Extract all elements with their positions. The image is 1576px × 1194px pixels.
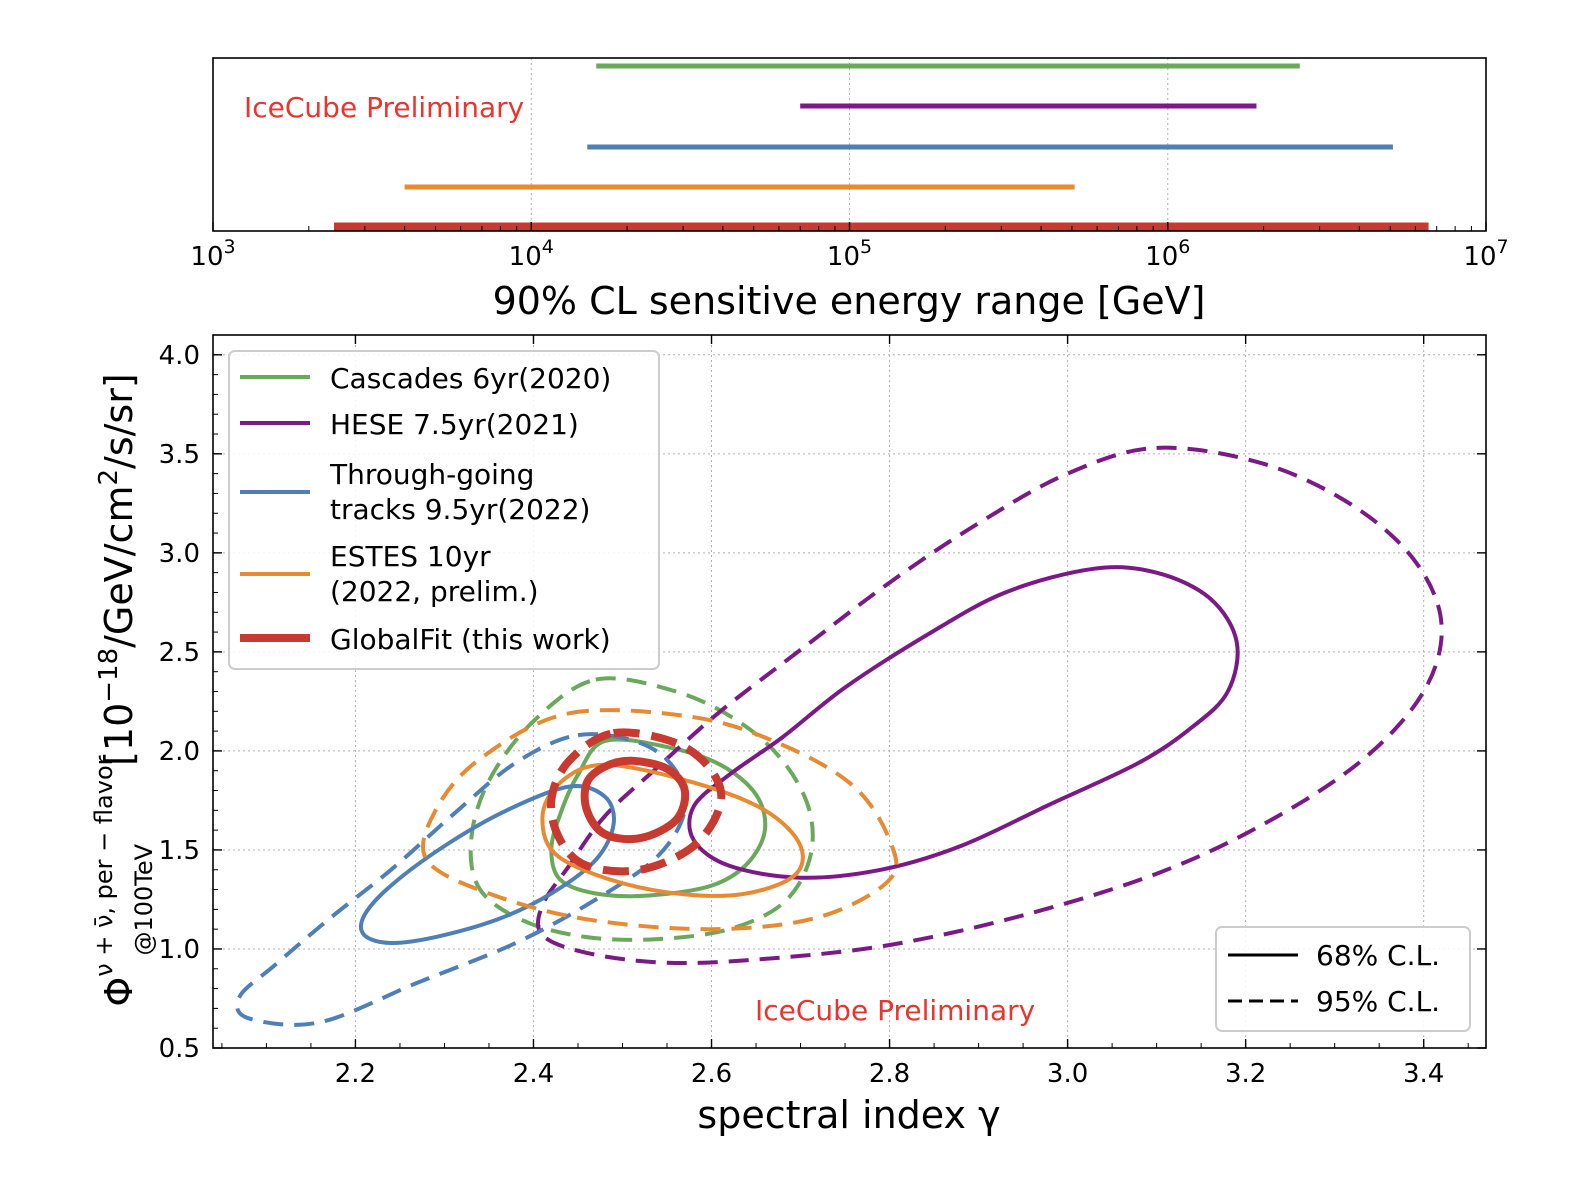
x-tick-label: 3.4	[1403, 1059, 1444, 1089]
cl-label-dashed: 95% C.L.	[1316, 985, 1440, 1018]
top-tick-label: 105	[827, 236, 872, 272]
y-tick-label: 3.0	[159, 539, 200, 569]
y-tick-label: 2.0	[159, 737, 200, 767]
cl-legend-box	[1215, 926, 1471, 1032]
cl-legend: 68% C.L. 95% C.L.	[1215, 926, 1471, 1032]
top-x-axis-label: 90% CL sensitive energy range [GeV]	[493, 279, 1206, 323]
x-tick-label: 2.2	[335, 1059, 376, 1089]
y-label-subscript: @100TeV	[130, 843, 158, 955]
y-axis-label: Φν + ν̄, per − flavor @100TeV [10−18/GeV/c…	[90, 373, 158, 1006]
top-tick-label: 103	[190, 236, 235, 272]
contour-globalfit-this-work-95	[547, 728, 726, 876]
contour-through-going-tracks-9-5yr-2022-95	[235, 732, 688, 1027]
legend-label-through-going-tracks-9-5yr-2022: Through-going tracks 9.5yr(2022)	[329, 458, 590, 526]
contour-hese-7-5yr-2021-68	[687, 565, 1240, 880]
y-label-exp2: 2	[94, 469, 124, 486]
top-preliminary-label: IceCube Preliminary	[244, 91, 524, 124]
x-tick-label: 2.8	[869, 1059, 910, 1089]
energy-range-panel: 103 104 105 106 107 IceCube Preliminary 90% …	[190, 57, 1509, 323]
y-tick-label: 2.5	[159, 638, 200, 668]
dataset-legend: Cascades 6yr(2020) HESE 7.5yr(2021) Throug…	[228, 350, 660, 670]
y-label-units-open: [10	[97, 703, 141, 766]
legend-label-globalfit-this-work: GlobalFit (this work)	[330, 623, 611, 656]
legend-label-estes-10yr-2022-prelim: ESTES 10yr (2022, prelim.)	[330, 540, 539, 608]
x-axis-label: spectral index γ	[697, 1093, 1000, 1137]
legend-box	[228, 350, 660, 670]
top-tick-label: 106	[1145, 236, 1190, 272]
y-label-units-end: /s/sr]	[97, 373, 141, 469]
y-tick-label: 0.5	[159, 1034, 200, 1064]
y-label-exp18: −18	[94, 648, 124, 703]
y-label-units-mid: /GeV/cm	[97, 486, 141, 648]
contour-hese-7-5yr-2021-95	[535, 445, 1444, 966]
contour-cascades-6yr-2020-68	[549, 737, 768, 899]
contour-through-going-tracks-9-5yr-2022-68	[359, 784, 616, 946]
y-tick-label: 3.5	[159, 440, 200, 470]
cl-legend-entries: 68% C.L. 95% C.L.	[1228, 939, 1440, 1018]
top-tick-label: 107	[1463, 236, 1508, 272]
x-tick-label: 3.2	[1225, 1059, 1266, 1089]
legend-label-hese-7-5yr-2021: HESE 7.5yr(2021)	[330, 408, 579, 441]
x-tick-label: 2.4	[513, 1059, 554, 1089]
legend-entries: Cascades 6yr(2020) HESE 7.5yr(2021) Throug…	[240, 362, 611, 656]
y-tick-label: 1.5	[159, 836, 200, 866]
x-tick-label: 3.0	[1047, 1059, 1088, 1089]
legend-label-cascades-6yr-2020: Cascades 6yr(2020)	[330, 362, 611, 395]
contour-panel: 2.2 2.4 2.6 2.8 3.0 3.2 3.4 0.5 1.0 1.5 2.0 2.5 3.0 3…	[90, 334, 1487, 1137]
y-tick-label: 4.0	[159, 341, 200, 371]
bottom-ticks: 2.2 2.4 2.6 2.8 3.0 3.2 3.4 0.5 1.0 1.5 2.0 2.5 3.0 3…	[159, 335, 1486, 1089]
x-tick-label: 2.6	[691, 1059, 732, 1089]
y-label-superscript: ν + ν̄, per − flavor	[90, 755, 118, 976]
contour-estes-10yr-2022-prelim-68	[540, 762, 805, 898]
contour-globalfit-this-work-68	[580, 756, 690, 844]
bottom-preliminary-label: IceCube Preliminary	[755, 994, 1035, 1027]
contour-estes-10yr-2022-prelim-95	[421, 708, 899, 932]
y-label-phi: Φ	[97, 977, 141, 1007]
top-tick-label: 104	[509, 236, 554, 272]
top-x-ticks: 103 104 105 106 107	[190, 222, 1509, 272]
cl-label-solid: 68% C.L.	[1316, 939, 1440, 972]
contour-lines	[235, 445, 1444, 1027]
y-tick-label: 1.0	[159, 935, 200, 965]
